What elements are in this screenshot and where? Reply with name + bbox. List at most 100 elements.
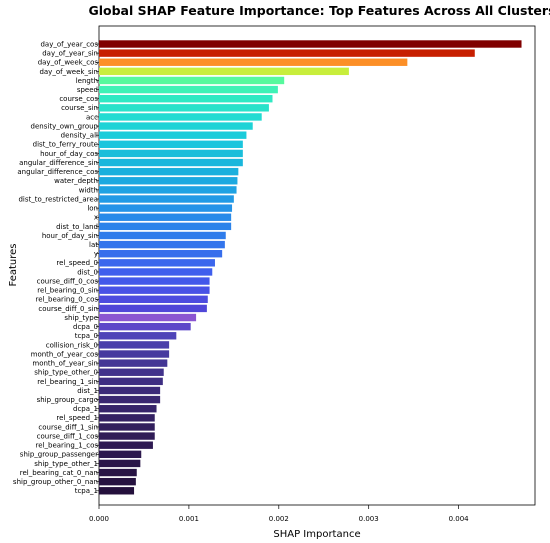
bar-speed [99,85,278,94]
y-tick-label: rel_bearing_0_cos [36,296,99,304]
y-tick-label: day_of_week_sin [39,68,98,76]
y-tick-label: ship_group_other_0_nan [13,478,98,486]
bar-month-of-year-cos [99,350,170,358]
bar-dist-to-restricted-area [99,195,234,203]
y-tick-labels: day_of_year_cosday_of_year_sinday_of_wee… [13,40,99,495]
y-tick-label: length [76,77,98,85]
bar-rel-bearing-1-sin [99,377,163,386]
y-tick-label: day_of_year_cos [40,40,98,48]
bar-lat [99,240,225,249]
y-tick-label: x [94,214,98,222]
x-axis-label: SHAP Importance [273,529,360,540]
y-tick-label: width [79,186,98,194]
x-axis-ticks: 0.000 0.001 0.002 0.003 0.004 [89,505,469,523]
bar-course-sin [99,104,269,112]
chart-title: Global SHAP Feature Importance: Top Feat… [88,3,550,18]
bar-dist-to-land [99,222,232,231]
y-tick-label: dcpa_0 [73,323,98,331]
y-tick-label: rel_bearing_1_cos [36,442,99,450]
bar-density-all [99,131,247,139]
bar-length [99,76,285,85]
bar-ship-group-cargo [99,395,161,404]
y-tick-label: rel_bearing_1_sin [37,378,98,386]
y-tick-label: course_diff_0_sin [38,305,98,313]
y-tick-label: angular_difference_sin [19,159,98,167]
bar-dcpa-1 [99,405,157,413]
y-tick-label: rel_speed_1 [56,414,98,422]
x-tick-label: 0.003 [359,515,379,523]
y-tick-label: dist_to_ferry_route [33,141,98,149]
bar-rel-speed-1 [99,414,155,422]
y-tick-label: tcpa_0 [75,332,98,340]
bar-course-diff-0-sin [99,304,207,313]
bar-ship-group-passenger [99,450,142,459]
y-tick-label: month_of_year_cos [31,350,99,358]
y-tick-label: angular_difference_cos [17,168,98,176]
x-tick-label: 0.004 [449,515,470,523]
bar-course-diff-1-sin [99,423,155,431]
y-tick-label: course_diff_1_sin [38,423,98,431]
y-tick-label: density_own_group [31,122,99,130]
y-tick-label: course_cos [59,95,98,103]
bar-rel-bearing-1-cos [99,441,153,449]
y-tick-label: density_all [61,132,98,140]
y-tick-label: rel_bearing_0_sin [37,287,98,295]
y-tick-label: dist_to_land [56,223,98,231]
bar-y [99,250,223,258]
y-tick-label: rel_speed_0 [56,259,98,267]
bar-rel-speed-0 [99,259,215,267]
bar-x [99,213,232,221]
y-tick-label: day_of_year_sin [42,50,98,58]
bar-angular-difference-cos [99,167,239,176]
bar-month-of-year-sin [99,359,168,367]
y-axis-label: Features [8,244,19,287]
bar-dist-to-ferry-route [99,140,243,148]
y-tick-label: ship_type [64,314,98,322]
bar-collision-risk-0 [99,341,170,349]
y-tick-label: y [94,250,98,258]
y-tick-label: course_sin [61,104,98,112]
bar-tcpa-0 [99,332,177,340]
bar-course-diff-0-cos [99,277,210,285]
bar-water-depth [99,177,238,185]
y-tick-label: dist_to_restricted_area [18,195,98,203]
y-tick-label: dcpa_1 [73,405,98,413]
y-tick-label: water_depth [54,177,98,185]
y-tick-label: ship_type_other_1 [34,460,98,468]
bar-hour-of-day-cos [99,149,243,158]
y-tick-label: lon [87,205,98,213]
bar-ship-type [99,313,197,322]
bar-rel-bearing-cat-0-nan [99,468,137,477]
x-tick-label: 0.000 [89,515,109,523]
bar-lon [99,204,233,212]
bar-dist-1 [99,386,161,395]
y-tick-label: tcpa_1 [75,487,98,495]
y-tick-label: ship_group_passenger [20,451,98,459]
y-tick-label: ship_type_other_0 [34,369,98,377]
y-tick-label: course_diff_0_cos [37,277,99,285]
y-tick-label: speed [77,86,98,94]
bar-tcpa-1 [99,487,135,495]
bar-ship-group-other-0-nan [99,477,136,486]
bar-ship-type-other-1 [99,459,141,468]
bar-width [99,186,237,194]
y-tick-label: lat [89,241,98,249]
bars-group [99,40,522,495]
y-tick-label: collision_risk_0 [46,341,98,349]
y-tick-label: hour_of_day_sin [42,232,98,240]
bar-day-of-week-cos [99,58,408,66]
bar-angular-difference-sin [99,158,243,167]
y-tick-label: day_of_week_cos [38,59,99,67]
bar-hour-of-day-sin [99,231,226,240]
y-tick-label: ship_group_cargo [37,396,98,404]
bar-course-cos [99,95,273,103]
bar-rel-bearing-0-sin [99,286,210,294]
bar-density-own-group [99,122,253,130]
x-tick-label: 0.002 [269,515,289,523]
y-tick-label: month_of_year_sin [32,360,98,368]
bar-course-diff-1-cos [99,432,155,440]
bar-day-of-year-sin [99,49,475,57]
bar-acc [99,113,262,121]
